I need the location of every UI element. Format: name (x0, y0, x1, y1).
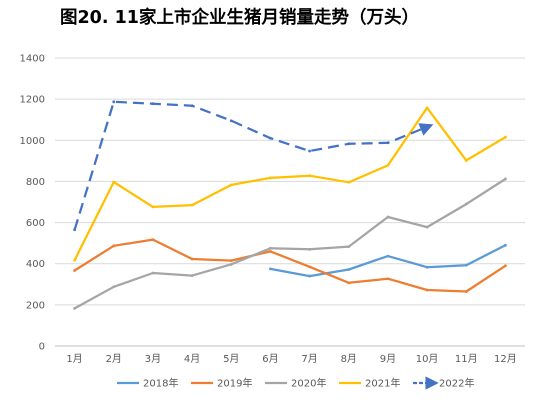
data-point (229, 119, 233, 123)
legend-label: 2022年 (439, 377, 474, 390)
data-point (386, 277, 390, 281)
chart-title: 图20. 11家上市企业生猪月销量走势（万头） (60, 8, 419, 28)
x-tick-label: 4月 (184, 353, 200, 365)
y-tick-label: 200 (26, 300, 45, 311)
data-point (464, 263, 468, 267)
legend-item: 2018年 (117, 377, 178, 390)
data-point (112, 180, 116, 184)
data-point (308, 265, 311, 269)
y-axis-ticks: 0 200 400 600 800 1000 1200 1400 (20, 54, 45, 353)
data-point (112, 244, 116, 248)
x-axis-ticks: 1月 2月 3月 4月 5月 6月 7月 8月 9月 10月 11月 12月 (66, 353, 516, 365)
data-point (347, 281, 351, 285)
x-tick-label: 3月 (145, 353, 161, 365)
data-point (269, 267, 272, 271)
y-tick-label: 400 (26, 259, 45, 270)
data-point (347, 245, 351, 249)
data-point (229, 259, 233, 263)
legend-label: 2021年 (365, 377, 400, 390)
data-point (425, 265, 429, 269)
y-tick-label: 1200 (20, 95, 45, 106)
data-point (73, 258, 76, 262)
data-point (190, 274, 194, 278)
series-line (74, 178, 507, 310)
data-point (464, 159, 468, 162)
data-point (308, 174, 311, 178)
x-tick-label: 10月 (416, 353, 439, 365)
data-point (151, 102, 155, 106)
series-line (73, 100, 434, 231)
data-point (425, 125, 429, 129)
x-tick-label: 12月 (494, 353, 517, 365)
data-point (386, 141, 390, 145)
data-point (308, 149, 311, 153)
legend-label: 2018年 (143, 377, 178, 390)
data-point (347, 142, 351, 146)
series-line (74, 238, 507, 293)
legend-item: 2020年 (265, 377, 326, 390)
y-tick-label: 600 (26, 218, 45, 229)
data-point (190, 203, 194, 207)
x-tick-label: 8月 (341, 353, 357, 365)
data-point (504, 243, 507, 247)
y-tick-label: 800 (26, 177, 45, 188)
data-point (347, 180, 351, 184)
gridlines (55, 57, 525, 347)
data-point (386, 254, 390, 258)
data-point (464, 290, 468, 293)
y-tick-label: 0 (39, 342, 45, 353)
data-point (425, 288, 429, 292)
data-point (308, 247, 311, 251)
data-point (151, 238, 155, 242)
data-point (425, 225, 429, 229)
data-point (73, 306, 76, 310)
x-tick-label: 6月 (262, 353, 278, 365)
data-point (386, 215, 390, 219)
data-point (269, 249, 272, 253)
data-point (504, 264, 507, 268)
data-point (73, 269, 76, 272)
data-point (229, 262, 233, 266)
legend-item: 2019年 (191, 377, 252, 390)
x-tick-label: 1月 (66, 353, 82, 365)
data-point (504, 135, 507, 139)
series-line (73, 106, 506, 261)
legend-label: 2019年 (217, 377, 252, 390)
data-point (464, 202, 468, 206)
y-tick-label: 1000 (20, 136, 45, 147)
data-point (347, 268, 351, 271)
data-point (73, 228, 76, 232)
legend-item: 2021年 (339, 377, 400, 390)
data-point (151, 205, 155, 209)
legend-item: 2022年 (413, 376, 474, 390)
legend: 2018年 2019年 2020年 2021年 2022年 (117, 376, 474, 390)
data-point (190, 257, 194, 261)
y-tick-label: 1400 (20, 54, 45, 65)
x-tick-label: 9月 (380, 353, 396, 365)
data-point (504, 177, 507, 181)
data-point (425, 106, 429, 110)
data-point (386, 163, 390, 167)
x-tick-label: 2月 (106, 353, 122, 365)
data-point (112, 100, 116, 104)
data-point (190, 104, 194, 108)
series-lines (73, 100, 507, 310)
data-point (151, 271, 155, 275)
data-point (269, 246, 272, 250)
legend-label: 2020年 (291, 377, 326, 390)
data-point (112, 285, 116, 289)
data-point (308, 274, 311, 278)
data-point (229, 183, 233, 187)
data-point (269, 176, 272, 180)
x-tick-label: 11月 (455, 353, 478, 365)
x-tick-label: 7月 (301, 353, 317, 365)
x-tick-label: 5月 (223, 353, 239, 365)
data-point (269, 136, 272, 140)
